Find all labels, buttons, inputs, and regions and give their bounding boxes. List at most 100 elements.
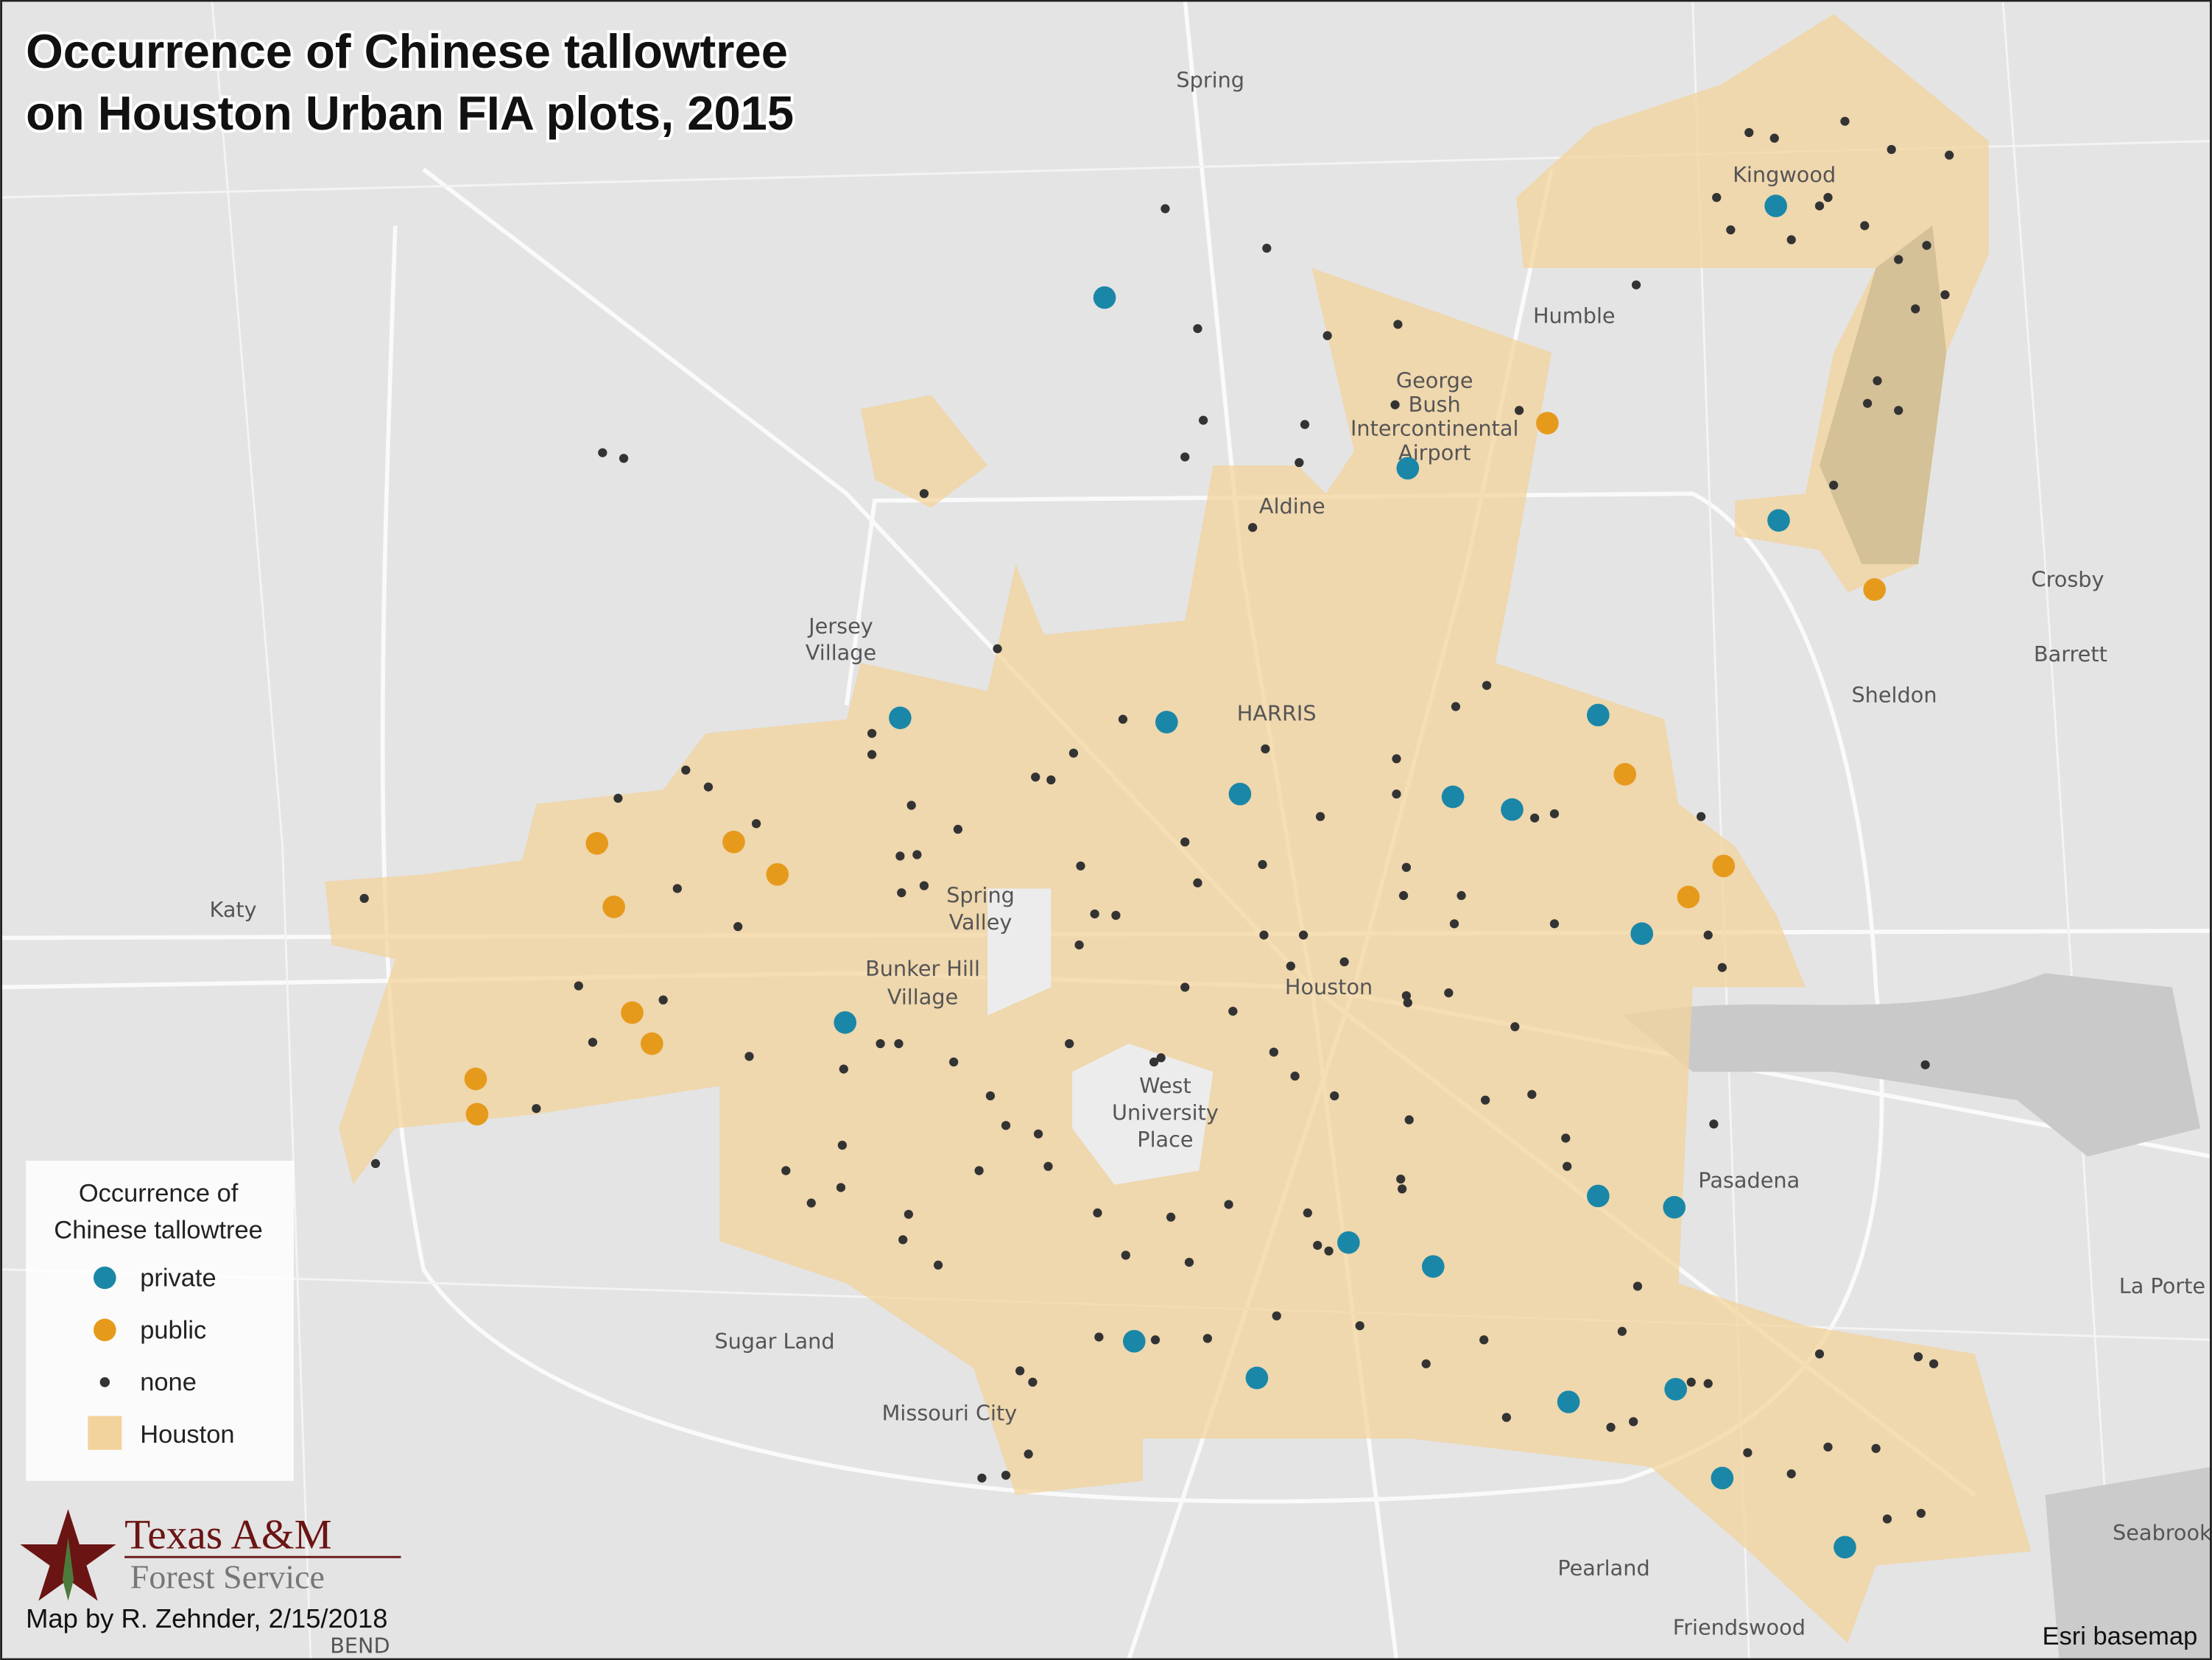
legend-symbol <box>94 1266 116 1290</box>
none-plot <box>906 801 916 810</box>
none-plot <box>1929 1359 1939 1368</box>
place-label: HARRIS <box>1237 701 1317 726</box>
public-plot <box>464 1067 487 1091</box>
place-label: Bush <box>1409 392 1461 417</box>
legend-symbol <box>88 1415 122 1450</box>
none-plot <box>1629 1417 1638 1427</box>
none-plot <box>1259 930 1269 940</box>
none-plot <box>370 1158 381 1169</box>
none-plot <box>359 893 369 904</box>
none-plot <box>1286 961 1295 971</box>
legend-label: private <box>140 1265 216 1293</box>
none-plot <box>1193 878 1202 887</box>
private-plot <box>1228 782 1252 806</box>
place-label: Pearland <box>1557 1555 1649 1580</box>
legend-title: Occurrence of <box>79 1180 239 1208</box>
none-plot <box>1093 1208 1102 1218</box>
none-plot <box>751 819 761 829</box>
none-plot <box>1262 243 1272 253</box>
private-plot <box>1421 1255 1445 1279</box>
none-plot <box>953 824 963 834</box>
none-plot <box>1920 1060 1930 1069</box>
none-plot <box>1829 480 1839 490</box>
place-label: Aldine <box>1259 493 1325 518</box>
place-label: Spring <box>946 883 1015 908</box>
none-plot <box>1887 144 1896 155</box>
none-plot <box>1324 1246 1334 1256</box>
none-plot <box>1744 127 1754 138</box>
none-plot <box>1514 406 1524 415</box>
none-plot <box>1330 1091 1339 1101</box>
none-plot <box>1527 1089 1537 1100</box>
none-plot <box>1882 1514 1892 1524</box>
private-plot <box>1245 1366 1269 1390</box>
none-plot <box>1860 221 1870 231</box>
private-plot <box>889 706 912 730</box>
none-plot <box>919 489 929 499</box>
logo-text: Texas A&M <box>124 1512 332 1558</box>
none-plot <box>1549 919 1560 929</box>
none-plot <box>1300 420 1310 429</box>
none-plot <box>1015 1366 1025 1376</box>
none-plot <box>1717 963 1727 972</box>
none-plot <box>876 1039 885 1049</box>
none-plot <box>1033 1129 1043 1139</box>
none-plot <box>1315 812 1325 821</box>
none-plot <box>1606 1422 1616 1432</box>
none-plot <box>1298 930 1308 940</box>
none-plot <box>1862 398 1873 408</box>
legend-symbol <box>99 1377 110 1388</box>
none-plot <box>1295 458 1304 468</box>
none-plot <box>1911 304 1920 314</box>
none-plot <box>658 995 668 1005</box>
none-plot <box>1404 1115 1414 1125</box>
none-plot <box>1094 1332 1104 1342</box>
none-plot <box>1396 1174 1406 1184</box>
credit: Map by R. Zehnder, 2/15/2018 <box>26 1603 387 1633</box>
none-plot <box>985 1091 996 1101</box>
private-plot <box>1663 1195 1686 1219</box>
place-label: Pasadena <box>1698 1167 1800 1192</box>
private-plot <box>834 1011 857 1034</box>
public-plot <box>602 896 625 918</box>
none-plot <box>1193 324 1202 334</box>
none-plot <box>806 1198 816 1208</box>
none-plot <box>1228 1006 1238 1016</box>
none-plot <box>672 884 682 893</box>
none-plot <box>1482 680 1492 690</box>
none-plot <box>1922 241 1931 250</box>
none-plot <box>1563 1161 1572 1171</box>
place-label: Spring <box>1176 68 1244 93</box>
place-label: BEND <box>330 1633 390 1658</box>
public-plot <box>1712 854 1736 878</box>
none-plot <box>1166 1212 1176 1222</box>
none-plot <box>1149 1057 1159 1067</box>
none-plot <box>1043 1161 1053 1171</box>
public-plot <box>722 830 745 854</box>
none-plot <box>598 448 607 457</box>
none-plot <box>1156 1053 1166 1063</box>
public-plot <box>1677 885 1700 909</box>
none-plot <box>1823 1442 1833 1452</box>
none-plot <box>1199 415 1208 425</box>
none-plot <box>574 981 583 991</box>
title: Occurrence of Chinese tallowtree <box>26 24 788 78</box>
none-plot <box>1632 1281 1643 1291</box>
none-plot <box>1709 1119 1719 1129</box>
place-label: Sugar Land <box>714 1329 834 1354</box>
none-plot <box>1769 133 1779 143</box>
place-label: Village <box>806 640 876 665</box>
none-plot <box>898 1235 908 1245</box>
place-label: Bunker Hill <box>865 956 980 981</box>
none-plot <box>1074 940 1084 950</box>
none-plot <box>904 1209 914 1219</box>
none-plot <box>894 1039 904 1049</box>
none-plot <box>1269 1047 1279 1057</box>
legend-title: Chinese tallowtree <box>54 1216 263 1244</box>
public-plot <box>1863 578 1887 601</box>
place-label: George <box>1396 368 1473 393</box>
title: on Houston Urban FIA plots, 2015 <box>26 86 794 140</box>
private-plot <box>1587 1184 1610 1208</box>
place-label: Missouri City <box>882 1400 1018 1425</box>
private-plot <box>1396 457 1420 480</box>
